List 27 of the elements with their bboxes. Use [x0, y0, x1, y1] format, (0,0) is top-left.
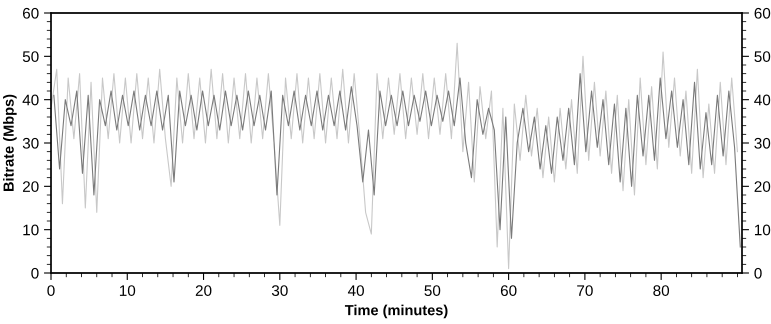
x-tick-label: 50 [424, 285, 440, 296]
y2-tick-label: 60 [754, 8, 770, 19]
y2-tick-label: 40 [754, 94, 770, 106]
y-tick-label: 50 [22, 51, 39, 62]
y2-tick-label: 20 [754, 181, 770, 192]
x-tick-label: 20 [196, 285, 212, 296]
y-axis-title: Bitrate (Mbps) [3, 94, 17, 192]
y2-tick-label: 50 [754, 51, 770, 62]
x-tick-label: 60 [500, 285, 517, 296]
x-tick-label: 0 [47, 285, 55, 296]
y2-tick-label: 10 [754, 224, 770, 236]
y-tick-label: 40 [22, 94, 39, 106]
y-tick-label: 10 [23, 224, 39, 236]
line-series [53, 73, 741, 248]
x-tick-label: 10 [120, 285, 136, 296]
x-tick-label: 40 [348, 285, 364, 296]
y-tick-label: 20 [22, 181, 39, 192]
x-tick-label: 30 [272, 285, 288, 296]
y-tick-label: 30 [22, 138, 39, 149]
y2-tick-label: 0 [754, 268, 762, 279]
y-tick-label: 0 [31, 268, 39, 279]
line-series [51, 42, 738, 270]
y2-tick-label: 30 [754, 138, 770, 149]
x-tick-label: 70 [577, 285, 593, 296]
x-tick-label: 80 [653, 285, 670, 296]
y-tick-label: 60 [22, 8, 39, 19]
x-axis-title: Time (minutes) [344, 304, 448, 318]
